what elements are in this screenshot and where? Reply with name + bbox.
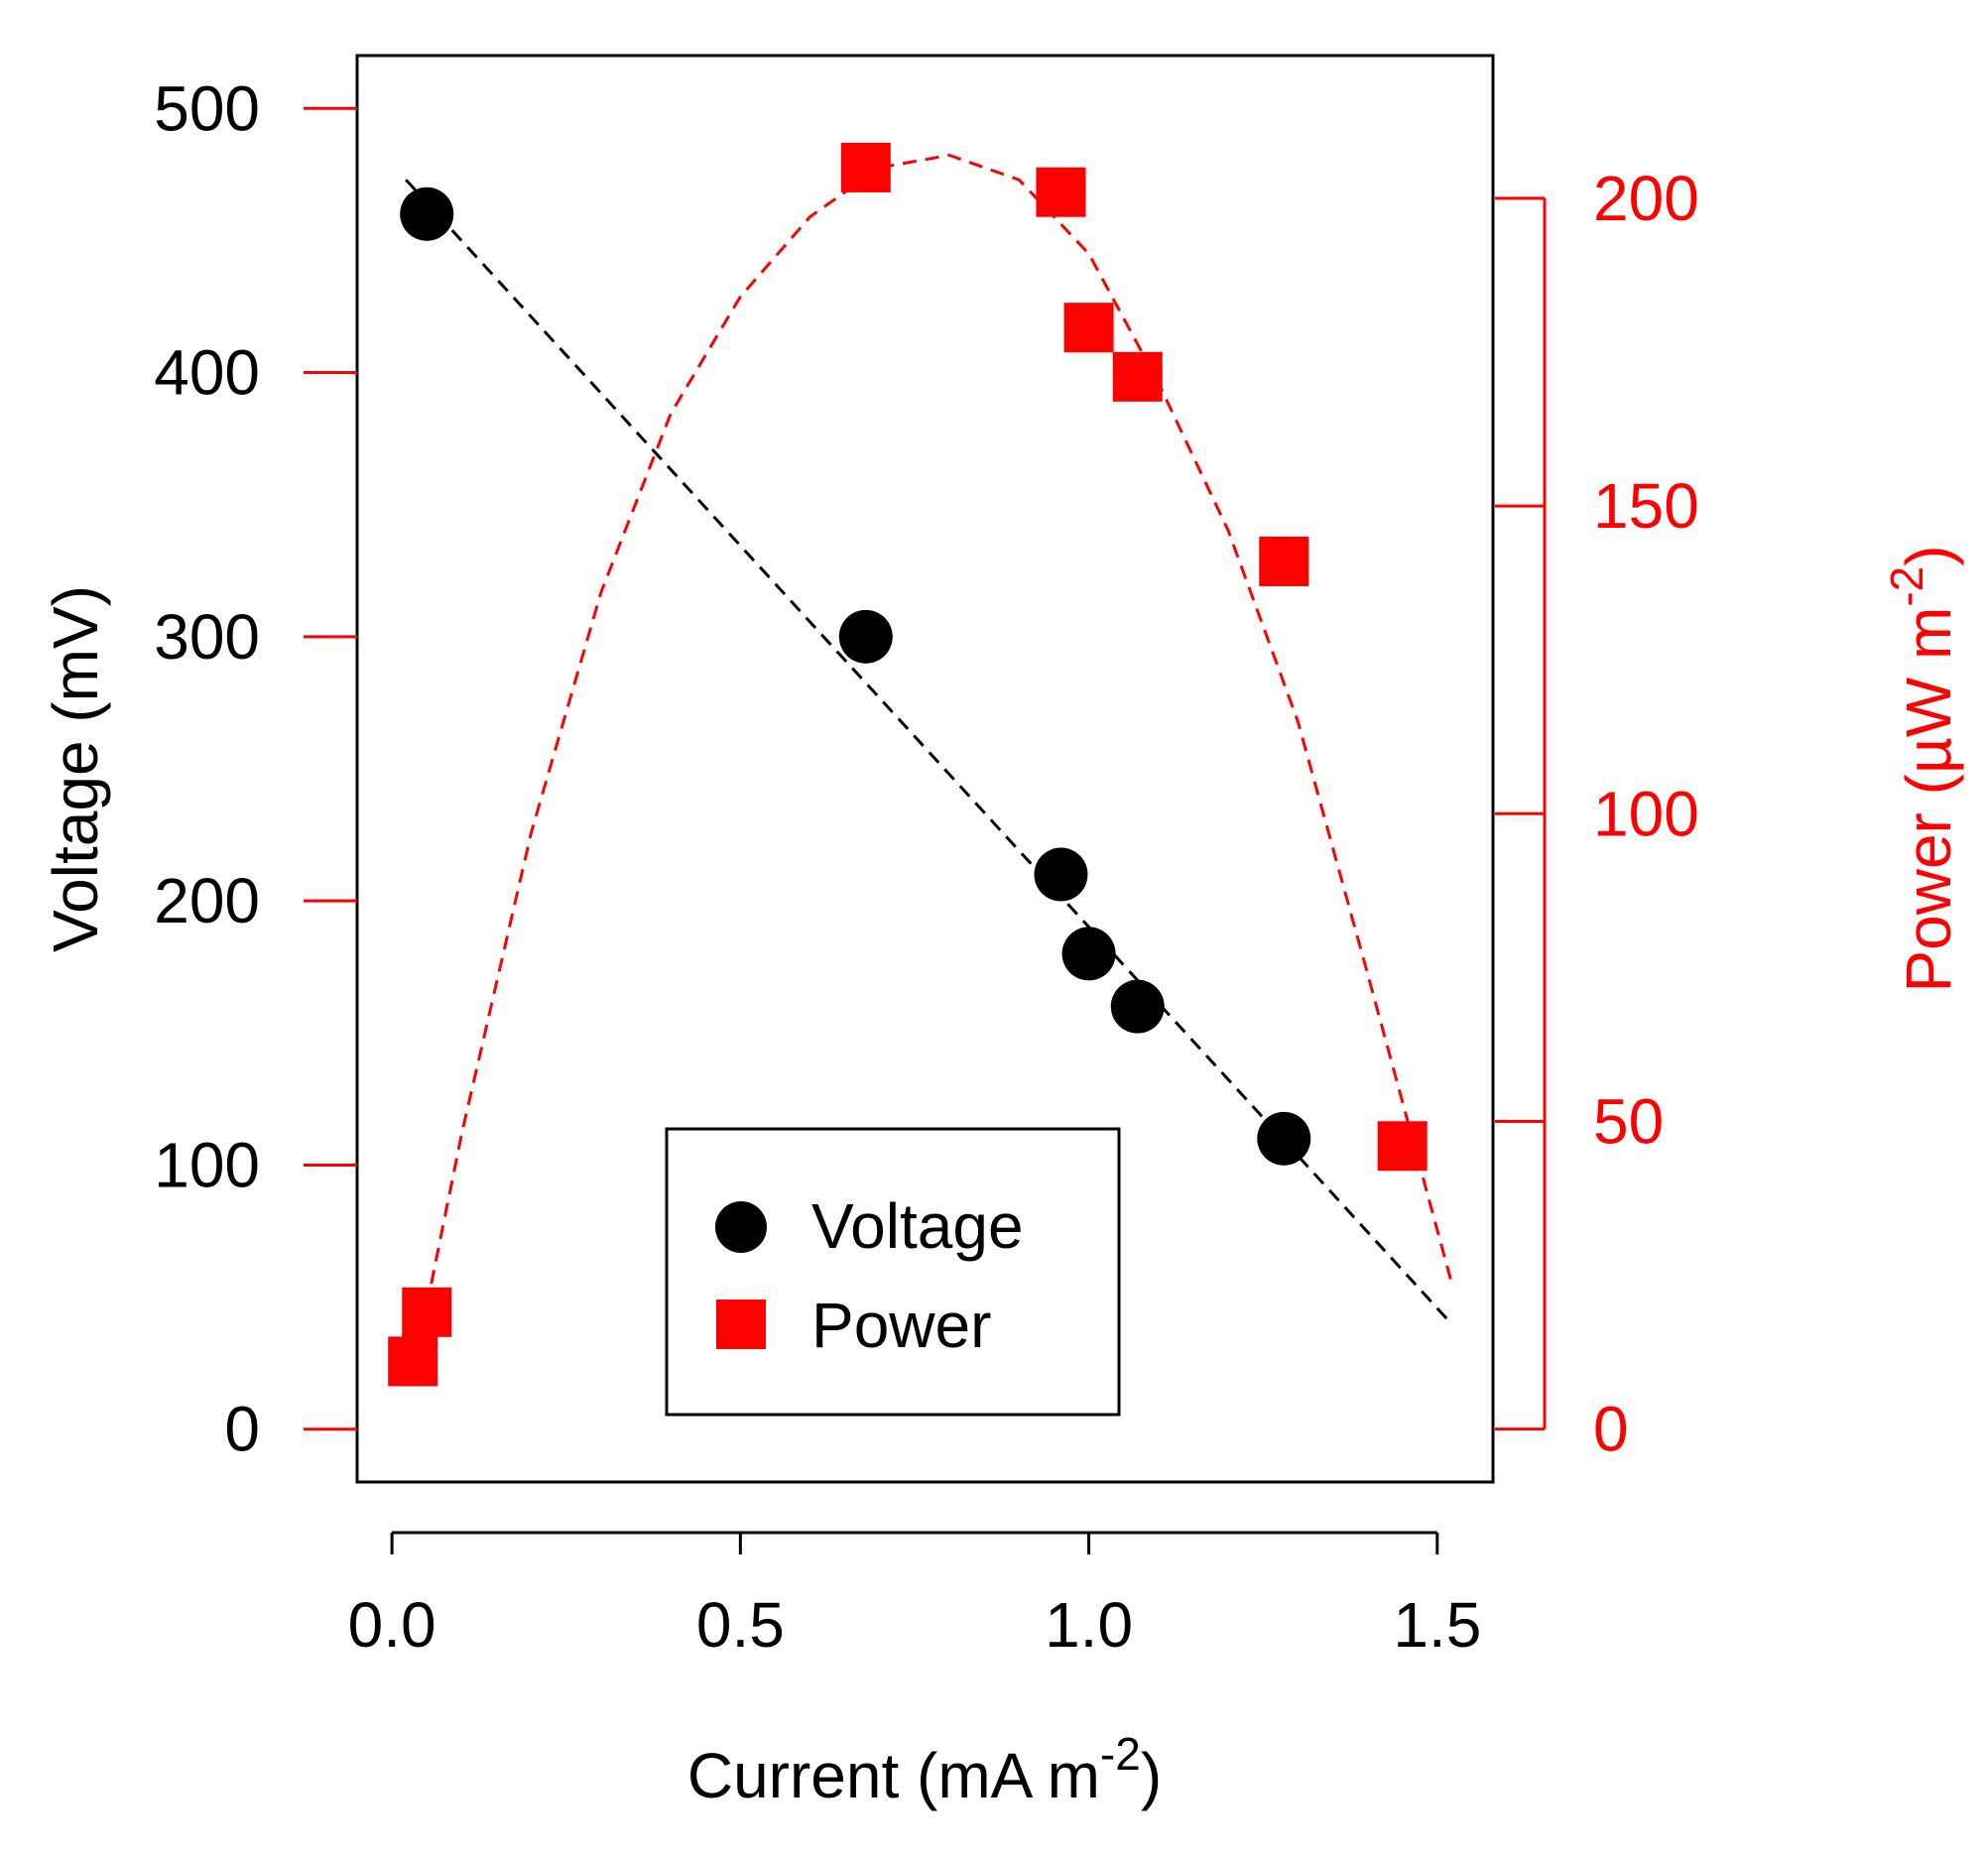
- power-point: [1112, 351, 1163, 402]
- voltage-point: [1110, 979, 1165, 1034]
- power-point: [1377, 1121, 1428, 1172]
- y-right-tick-label: 200: [1593, 163, 1699, 234]
- y-left-tick-label: 400: [154, 337, 260, 409]
- y-left-tick-label: 0: [224, 1394, 260, 1465]
- x-axis: 0.0 0.5 1.0 1.5: [348, 1531, 1481, 1661]
- y-right-tick-label: 50: [1593, 1085, 1664, 1157]
- power-point: [840, 142, 891, 192]
- y-axis-right-title-tail: ): [1893, 545, 1964, 565]
- y-axis-left-title: Voltage (mV): [40, 585, 111, 952]
- power-point: [1259, 536, 1309, 586]
- x-tick-label: 1.5: [1393, 1589, 1481, 1661]
- power-point: [388, 1336, 438, 1387]
- voltage-point: [1034, 847, 1088, 902]
- y-axis-right-title-sup: -2: [1881, 566, 1932, 607]
- y-right-tick-label: 150: [1593, 470, 1699, 542]
- data-markers: [388, 142, 1428, 1387]
- power-fit-line: [425, 154, 1453, 1306]
- legend-power-label: Power: [811, 1290, 991, 1361]
- x-axis-title-text: Current (mA m: [687, 1740, 1100, 1811]
- y-axis-left: 0 100 200 300 400 500: [154, 72, 357, 1465]
- legend-voltage-label: Voltage: [811, 1190, 1024, 1262]
- power-point: [402, 1287, 452, 1337]
- power-point: [1036, 167, 1086, 217]
- x-tick-label: 0.5: [696, 1589, 785, 1661]
- y-axis-right-title-text: Power (µW m: [1893, 607, 1964, 993]
- legend-power-marker: [716, 1300, 766, 1349]
- y-axis-right: 0 50 100 150 200: [1495, 163, 1699, 1465]
- y-left-tick-label: 500: [154, 72, 260, 144]
- x-tick-label: 1.0: [1045, 1589, 1133, 1661]
- x-axis-title: Current (mA m-2): [687, 1728, 1162, 1811]
- x-axis-title-tail: ): [1141, 1740, 1162, 1811]
- x-tick-label: 0.0: [348, 1589, 436, 1661]
- legend: Voltage Power: [665, 1127, 1121, 1417]
- y-right-tick-label: 0: [1593, 1394, 1629, 1465]
- y-left-tick-label: 200: [154, 865, 260, 936]
- voltage-point: [1257, 1111, 1311, 1166]
- y-left-tick-label: 300: [154, 601, 260, 673]
- x-axis-title-sup: -2: [1100, 1728, 1141, 1780]
- plot-frame: [355, 54, 1495, 1484]
- y-right-tick-label: 100: [1593, 778, 1699, 849]
- voltage-point: [838, 609, 893, 664]
- voltage-point: [400, 186, 454, 241]
- y-left-tick-label: 100: [154, 1129, 260, 1200]
- legend-voltage-marker: [715, 1201, 767, 1253]
- legend-box: [665, 1127, 1121, 1417]
- power-point: [1063, 303, 1114, 353]
- y-axis-right-title: Power (µW m-2): [1881, 545, 1964, 992]
- voltage-point: [1061, 927, 1116, 981]
